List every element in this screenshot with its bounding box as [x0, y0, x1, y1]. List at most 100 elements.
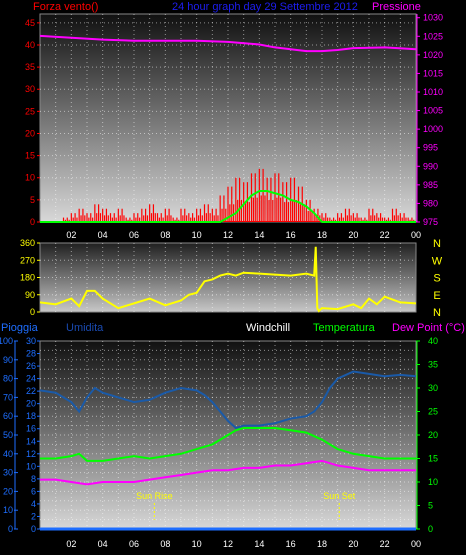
temperature-tick-label: 25 [428, 407, 438, 417]
grid-layer [40, 14, 416, 529]
series-pressione [39, 34, 417, 53]
wind-tick-label: 35 [25, 62, 35, 72]
rain-tick-label: 20 [26, 399, 36, 409]
pressure-tick-label: 980 [423, 198, 438, 208]
temperature-legend: Temperatura [313, 322, 376, 334]
pressure-tick-label: 1025 [423, 31, 443, 41]
x-tick-label: 06 [129, 539, 139, 549]
rain-tick-label: 28 [26, 349, 36, 359]
x-tick-label: 04 [98, 230, 108, 240]
x-tick-label: 10 [192, 230, 202, 240]
dewpoint-legend: Dew Point (°C) [392, 322, 465, 334]
rain-tick-label: 6 [31, 486, 36, 496]
series-dew-point [40, 459, 416, 486]
rain-tick-label: 22 [26, 386, 36, 396]
humidity-tick-label: 0 [8, 524, 13, 534]
compass-label: N [433, 307, 441, 319]
rain-tick-label: 8 [31, 474, 36, 484]
x-tick-label: 22 [380, 230, 390, 240]
x-tick-label: 00 [411, 539, 421, 549]
pressure-axis-title: Pressione [372, 1, 421, 13]
x-tick-label: 06 [129, 230, 139, 240]
temperature-tick-label: 15 [428, 454, 438, 464]
temperature-tick-label: 20 [428, 430, 438, 440]
x-tick-label: 00 [411, 230, 421, 240]
wind-tick-label: 10 [25, 173, 35, 183]
windchill-legend: Windchill [246, 322, 290, 334]
series-temperatura [40, 426, 416, 462]
x-tick-label: 20 [348, 539, 358, 549]
series-umidita [39, 370, 417, 430]
rain-tick-label: 24 [26, 374, 36, 384]
direction-tick-label: 180 [20, 273, 35, 283]
x-tick-label: 08 [160, 539, 170, 549]
rain-tick-label: 30 [26, 336, 36, 346]
rain-tick-label: 12 [26, 449, 36, 459]
rain-legend: Pioggia [1, 322, 39, 334]
temperature-tick-label: 0 [428, 524, 433, 534]
series-wind-avg [40, 190, 416, 223]
marks-layer [39, 34, 417, 531]
wind-tick-label: 5 [30, 195, 35, 205]
compass-label: E [433, 290, 440, 302]
direction-tick-label: 90 [25, 290, 35, 300]
x-tick-label: 14 [254, 230, 264, 240]
x-tick-label: 16 [286, 230, 296, 240]
rain-tick-label: 26 [26, 361, 36, 371]
wind-tick-label: 30 [25, 84, 35, 94]
x-tick-label: 08 [160, 230, 170, 240]
x-tick-label: 02 [66, 230, 76, 240]
x-tick-label: 16 [286, 539, 296, 549]
pressure-tick-label: 975 [423, 217, 438, 227]
wind-tick-label: 45 [25, 18, 35, 28]
temperature-tick-label: 35 [428, 360, 438, 370]
humidity-tick-label: 60 [3, 411, 13, 421]
x-tick-label: 02 [66, 539, 76, 549]
wind-tick-label: 40 [25, 40, 35, 50]
direction-tick-label: 270 [20, 255, 35, 265]
pressure-tick-label: 1015 [423, 68, 443, 78]
humidity-tick-label: 20 [3, 486, 13, 496]
pressure-tick-label: 1010 [423, 87, 443, 97]
x-tick-label: 18 [317, 230, 327, 240]
humidity-tick-label: 70 [3, 392, 13, 402]
chart-title: 24 hour graph day 29 Settembre 2012 [172, 1, 358, 13]
humidity-tick-label: 100 [0, 336, 13, 346]
wind-tick-label: 25 [25, 106, 35, 116]
wind-tick-label: 15 [25, 151, 35, 161]
humidity-tick-label: 10 [3, 505, 13, 515]
humidity-legend: Umidita [66, 322, 104, 334]
x-tick-label: 12 [223, 539, 233, 549]
rain-tick-label: 14 [26, 436, 36, 446]
x-tick-label: 10 [192, 539, 202, 549]
x-tick-label: 22 [380, 539, 390, 549]
wind-tick-label: 20 [25, 128, 35, 138]
pressure-tick-label: 990 [423, 161, 438, 171]
wind-tick-label: 0 [30, 217, 35, 227]
humidity-tick-label: 90 [3, 355, 13, 365]
rain-tick-label: 4 [31, 499, 36, 509]
rain-tick-label: 18 [26, 411, 36, 421]
humidity-tick-label: 30 [3, 468, 13, 478]
rain-tick-label: 0 [31, 524, 36, 534]
labels-layer: 0510152025303540459759809859909951000100… [0, 13, 443, 549]
temperature-tick-label: 30 [428, 383, 438, 393]
x-tick-label: 04 [98, 539, 108, 549]
x-tick-label: 12 [223, 230, 233, 240]
pressure-tick-label: 1005 [423, 106, 443, 116]
direction-tick-label: 0 [30, 307, 35, 317]
temperature-tick-label: 5 [428, 501, 433, 511]
x-tick-label: 14 [254, 539, 264, 549]
temperature-tick-label: 40 [428, 336, 438, 346]
rain-tick-label: 16 [26, 424, 36, 434]
rain-tick-label: 10 [26, 461, 36, 471]
x-tick-label: 20 [348, 230, 358, 240]
compass-label: S [433, 273, 440, 285]
humidity-tick-label: 50 [3, 430, 13, 440]
pressure-tick-label: 1020 [423, 50, 443, 60]
pressure-tick-label: 1030 [423, 13, 443, 23]
pressure-tick-label: 995 [423, 143, 438, 153]
annotation-label: Sun Rise [136, 491, 173, 501]
annotation-label: Sun Set [323, 491, 356, 501]
